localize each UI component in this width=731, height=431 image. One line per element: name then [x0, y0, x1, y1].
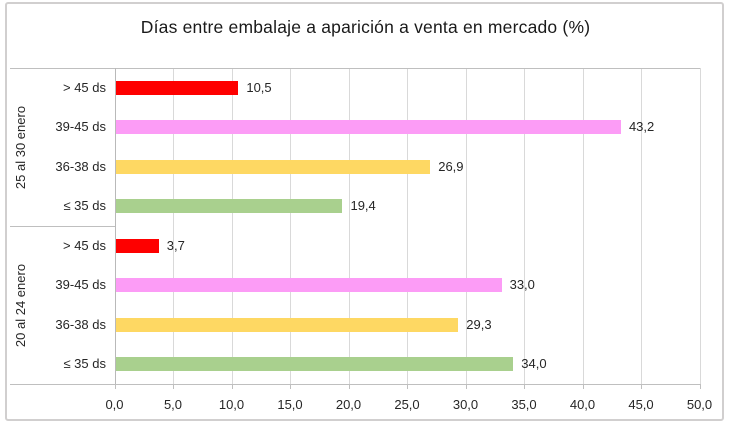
- tick-mark: [114, 384, 116, 389]
- value-label: 43,2: [628, 119, 655, 135]
- bar: [115, 120, 621, 135]
- value-label: 3,7: [166, 237, 185, 253]
- group-label: 20 al 24 enero: [8, 226, 34, 384]
- value-label: 33,0: [509, 277, 535, 293]
- tick-mark: [641, 384, 642, 389]
- x-tick-label: 30,0: [452, 397, 479, 412]
- value-label: 26,9: [438, 158, 464, 174]
- gridline: [582, 68, 584, 384]
- category-label: 39-45 ds: [55, 119, 106, 135]
- gridline: [641, 68, 642, 384]
- tick-mark: [699, 384, 701, 389]
- tick-mark: [465, 384, 467, 389]
- gridline: [465, 68, 467, 384]
- category-axis-line: [114, 68, 116, 384]
- tick-mark: [582, 384, 584, 389]
- value-label: 19,4: [350, 198, 376, 214]
- tick-mark: [524, 384, 525, 389]
- plot-top-border: [10, 68, 700, 69]
- bar: [115, 159, 431, 174]
- group-label: 25 al 30 enero: [8, 68, 34, 226]
- chart-title: Días entre embalaje a aparición a venta …: [140, 17, 591, 37]
- x-axis-line: [10, 384, 700, 385]
- value-label: 34,0: [521, 356, 547, 372]
- gridline: [173, 68, 174, 384]
- value-label: 29,3: [466, 316, 492, 332]
- tick-mark: [348, 384, 350, 389]
- x-tick-label: 5,0: [163, 397, 183, 412]
- x-tick-label: 20,0: [335, 397, 362, 412]
- category-label: 36-38 ds: [55, 158, 106, 174]
- gridline: [524, 68, 525, 384]
- gridline: [348, 68, 350, 384]
- bar: [115, 80, 239, 95]
- x-tick-label: 0,0: [105, 397, 124, 412]
- gridline: [699, 68, 701, 384]
- x-tick-label: 10,0: [218, 397, 245, 412]
- x-tick-label: 45,0: [628, 397, 654, 412]
- tick-mark: [173, 384, 174, 389]
- bar: [115, 317, 459, 332]
- gridline: [231, 68, 233, 384]
- bar: [115, 238, 159, 253]
- bar: [115, 357, 514, 372]
- group-label-text: 25 al 30 enero: [13, 105, 29, 189]
- category-label: > 45 ds: [62, 237, 106, 253]
- group-separator: [10, 226, 115, 227]
- tick-mark: [290, 384, 291, 389]
- x-tick-label: 35,0: [511, 397, 537, 412]
- value-label: 10,5: [246, 79, 272, 95]
- tick-mark: [407, 384, 408, 389]
- x-tick-label: 40,0: [569, 397, 596, 412]
- category-label: 39-45 ds: [55, 277, 106, 293]
- bar: [115, 199, 343, 214]
- tick-mark: [231, 384, 233, 389]
- category-label: > 45 ds: [62, 79, 106, 95]
- bar: [115, 278, 502, 293]
- x-tick-label: 50,0: [686, 397, 713, 412]
- category-label: 36-38 ds: [55, 316, 106, 332]
- category-label: ≤ 35 ds: [63, 356, 106, 372]
- category-label: ≤ 35 ds: [63, 198, 106, 214]
- x-tick-label: 15,0: [277, 397, 303, 412]
- gridline: [290, 68, 291, 384]
- gridline: [407, 68, 408, 384]
- x-tick-label: 25,0: [394, 397, 420, 412]
- group-label-text: 20 al 24 enero: [13, 263, 29, 347]
